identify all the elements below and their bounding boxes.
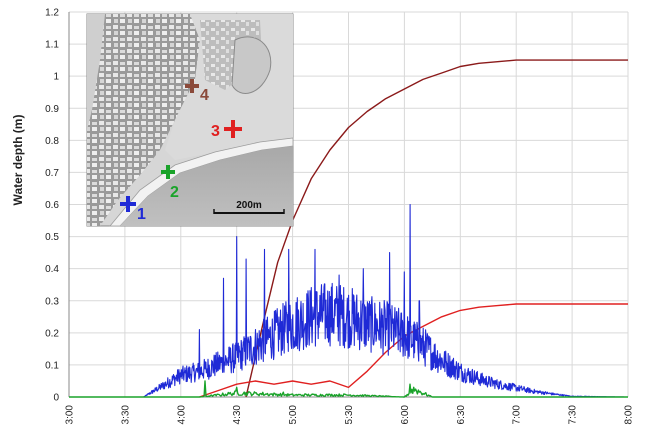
y-axis-label: Water depth (m) [11,115,25,206]
y-tick-label: 0.1 [45,360,59,371]
series-line-2 [199,303,628,398]
x-tick-label: 3:30 [120,405,131,425]
marker-4-label: 4 [200,87,209,104]
inset-map: 200m 1 2 3 4 [86,13,294,227]
marker-2: 2 [161,165,179,201]
y-tick-label: 1.2 [45,8,59,19]
x-tick-label: 8:00 [624,405,635,425]
x-tick-label: 3:00 [65,405,76,425]
x-tick-label: 5:00 [288,405,299,425]
y-tick-label: 0.4 [45,264,59,275]
series-line-4 [69,380,628,398]
x-tick-label: 7:30 [568,405,579,425]
marker-4: 4 [185,79,209,104]
x-tick-label: 6:00 [400,405,411,425]
y-tick-label: 0.5 [45,232,59,243]
y-tick-label: 1.1 [45,40,59,51]
x-tick-label: 4:00 [176,405,187,425]
x-tick-label: 4:30 [232,405,243,425]
marker-2-label: 2 [170,184,179,201]
inset-map-sea [120,146,293,226]
marker-1: 1 [120,196,146,223]
y-tick-label: 0.9 [45,104,59,115]
x-tick-label: 5:30 [344,405,355,425]
inset-map-harbor [231,36,272,94]
marker-3: 3 [211,120,242,140]
y-tick-label: 0 [53,393,59,404]
x-tick-labels: 3:00 3:30 4:00 4:30 5:00 5:30 6:00 6:30 7:00 7:30… [65,405,635,425]
marker-1-label: 1 [137,206,146,223]
inset-map-town [87,14,200,226]
y-tick-label: 0.2 [45,328,59,339]
marker-3-label: 3 [211,123,220,140]
y-tick-label: 0.7 [45,168,59,179]
y-tick-labels: 0 0.1 0.2 0.3 0.4 0.5 0.6 0.7 0.8 0.9 1 1.1 1.2 [45,8,59,404]
inset-map-river [87,14,105,130]
y-tick-label: 0.3 [45,296,59,307]
y-tick-label: 0.8 [45,136,59,147]
x-tick-label: 6:30 [456,405,467,425]
y-tick-label: 0.6 [45,200,59,211]
y-tick-label: 1 [53,72,59,83]
scale-bar-label: 200m [236,200,262,211]
x-tick-label: 7:00 [512,405,523,425]
series-line-3 [68,203,628,398]
